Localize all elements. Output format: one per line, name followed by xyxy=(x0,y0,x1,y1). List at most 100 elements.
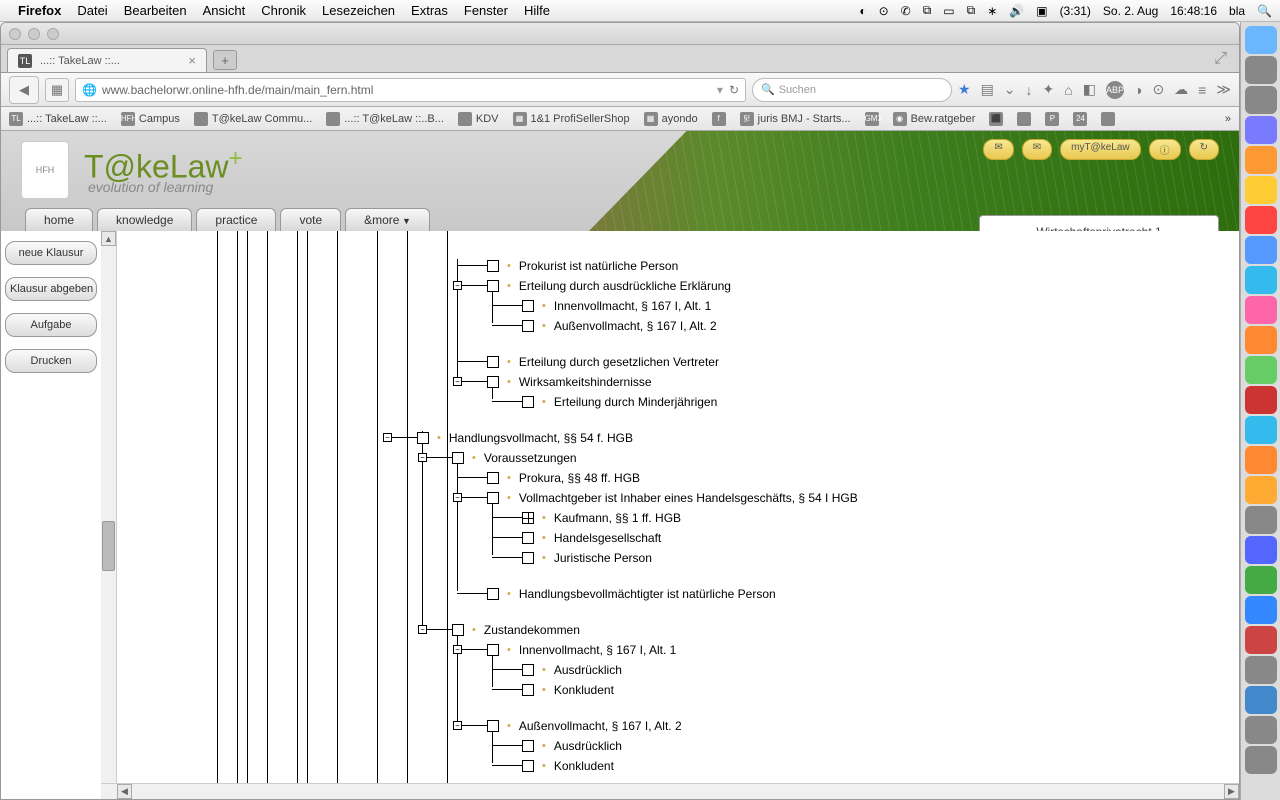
tree-node[interactable]: •Prokurist ist natürliche Person xyxy=(487,259,678,273)
dock-app-icon[interactable] xyxy=(1245,656,1277,684)
banner-button[interactable]: ⓘ xyxy=(1149,139,1181,160)
tree-node[interactable]: •Voraussetzungen xyxy=(452,451,577,465)
addon-icon[interactable]: ✦ xyxy=(1043,81,1055,98)
dock-app-icon[interactable] xyxy=(1245,266,1277,294)
menu-icon[interactable]: ≡ xyxy=(1198,82,1206,98)
home-icon[interactable]: ⌂ xyxy=(1064,82,1072,98)
bookmark-item[interactable]: ◉Bew.ratgeber xyxy=(893,112,976,126)
menu-extras[interactable]: Extras xyxy=(411,3,448,18)
scroll-thumb[interactable] xyxy=(102,521,115,571)
side-button[interactable]: Klausur abgeben xyxy=(5,277,97,301)
tree-node[interactable]: •Prokura, §§ 48 ff. HGB xyxy=(487,471,640,485)
time[interactable]: 16:48:16 xyxy=(1170,4,1217,18)
dock-app-icon[interactable] xyxy=(1245,596,1277,624)
bluetooth-icon[interactable]: ∗ xyxy=(987,4,997,18)
side-button[interactable]: neue Klausur xyxy=(5,241,97,265)
bookmark-item[interactable]: 24 xyxy=(1073,112,1087,126)
dock-app-icon[interactable] xyxy=(1245,26,1277,54)
restore-icon[interactable]: ⤢ xyxy=(1214,50,1227,68)
scroll-left-icon[interactable]: ◀ xyxy=(117,784,132,799)
tree-node[interactable]: •Erteilung durch Minderjährigen xyxy=(522,395,717,409)
tree-node[interactable]: •Kaufmann, §§ 1 ff. HGB xyxy=(522,511,681,525)
tree-expand-icon[interactable]: − xyxy=(453,377,462,386)
toolbar-icon[interactable]: ◑ xyxy=(1134,82,1142,98)
vertical-scrollbar[interactable]: ▲ ▼ xyxy=(101,231,117,799)
wifi-icon[interactable]: ⧉ xyxy=(923,3,932,18)
dock-app-icon[interactable] xyxy=(1245,326,1277,354)
status-icon[interactable]: ⧉ xyxy=(967,3,976,18)
banner-button[interactable]: ✉ xyxy=(1022,139,1052,160)
scroll-right-icon[interactable]: ▶ xyxy=(1224,784,1239,799)
tree-node[interactable]: •Konkludent xyxy=(522,759,614,773)
dock-app-icon[interactable] xyxy=(1245,236,1277,264)
bookmark-item[interactable]: T@keLaw Commu... xyxy=(194,112,312,126)
dock-app-icon[interactable] xyxy=(1245,146,1277,174)
dock-app-icon[interactable] xyxy=(1245,446,1277,474)
scroll-up-icon[interactable]: ▲ xyxy=(101,231,116,246)
dock-app-icon[interactable] xyxy=(1245,86,1277,114)
menu-chronik[interactable]: Chronik xyxy=(261,3,306,18)
bookmark-star-icon[interactable]: ★ xyxy=(958,81,971,98)
bookmark-item[interactable]: ...:: T@keLaw ::..B... xyxy=(326,112,444,126)
bookmark-item[interactable]: GMX xyxy=(865,112,879,126)
sidebar-button[interactable]: ▦ xyxy=(45,78,69,102)
bookmark-item[interactable]: ▦ayondo xyxy=(644,112,698,126)
display-icon[interactable]: ▭ xyxy=(943,4,954,18)
dock-app-icon[interactable] xyxy=(1245,536,1277,564)
dock-app-icon[interactable] xyxy=(1245,176,1277,204)
reload-icon[interactable]: ↻ xyxy=(729,83,739,97)
tree-node[interactable]: •Innenvollmacht, § 167 I, Alt. 1 xyxy=(487,643,676,657)
tab-close-icon[interactable]: × xyxy=(188,53,196,68)
volume-icon[interactable]: 🔊 xyxy=(1009,4,1024,18)
tree-node[interactable]: •Handelsgesellschaft xyxy=(522,531,661,545)
menu-bearbeiten[interactable]: Bearbeiten xyxy=(124,3,187,18)
back-button[interactable]: ◀ xyxy=(9,76,39,104)
bookmark-overflow-icon[interactable]: » xyxy=(1225,113,1231,125)
dock-app-icon[interactable] xyxy=(1245,356,1277,384)
tree-node[interactable]: •Ausdrücklich xyxy=(522,739,622,753)
tree-node[interactable]: •Zustandekommen xyxy=(452,623,580,637)
nav-tab-vote[interactable]: vote xyxy=(280,208,341,231)
bookmark-item[interactable]: ▦1&1 ProfiSellerShop xyxy=(513,112,630,126)
menu-ansicht[interactable]: Ansicht xyxy=(203,3,246,18)
nav-tab-home[interactable]: home xyxy=(25,208,93,231)
banner-button[interactable]: ✉ xyxy=(983,139,1013,160)
horizontal-scrollbar[interactable]: ◀ ▶ xyxy=(101,783,1239,799)
tree-node[interactable]: •Vollmachtgeber ist Inhaber eines Handel… xyxy=(487,491,858,505)
bookmark-item[interactable]: §!juris BMJ - Starts... xyxy=(740,112,851,126)
dock-app-icon[interactable] xyxy=(1245,56,1277,84)
battery-icon[interactable]: ▣ xyxy=(1036,4,1047,18)
tree-expand-icon[interactable]: − xyxy=(383,433,392,442)
toolbar-icon[interactable]: ☁ xyxy=(1174,81,1188,98)
browser-tab[interactable]: TL ...:: TakeLaw ::... × xyxy=(7,48,207,72)
bookmark-item[interactable]: TL...:: TakeLaw ::... xyxy=(9,112,107,126)
dock-app-icon[interactable] xyxy=(1245,506,1277,534)
side-button[interactable]: Drucken xyxy=(5,349,97,373)
dock-app-icon[interactable] xyxy=(1245,296,1277,324)
tree-node[interactable]: •Handlungsbevollmächtigter ist natürlich… xyxy=(487,587,776,601)
menu-hilfe[interactable]: Hilfe xyxy=(524,3,550,18)
new-tab-button[interactable]: + xyxy=(213,50,237,70)
bookmark-item[interactable]: HFHCampus xyxy=(121,112,180,126)
date[interactable]: So. 2. Aug xyxy=(1103,4,1158,18)
minimize-button[interactable] xyxy=(28,28,40,40)
banner-button[interactable]: ↻ xyxy=(1189,139,1219,160)
tree-node[interactable]: •Handlungsvollmacht, §§ 54 f. HGB xyxy=(417,431,633,445)
tree-expand-icon[interactable]: − xyxy=(453,645,462,654)
dock-app-icon[interactable] xyxy=(1245,116,1277,144)
dropdown-icon[interactable]: ▾ xyxy=(717,83,723,97)
tree-node[interactable]: •Erteilung durch ausdrückliche Erklärung xyxy=(487,279,731,293)
close-button[interactable] xyxy=(9,28,21,40)
tree-expand-icon[interactable]: − xyxy=(453,493,462,502)
tree-node[interactable]: •Ausdrücklich xyxy=(522,663,622,677)
toolbar-icon[interactable]: ◧ xyxy=(1083,81,1096,98)
tree-expand-icon[interactable]: − xyxy=(418,625,427,634)
tree-node[interactable]: •Juristische Person xyxy=(522,551,652,565)
banner-button[interactable]: myT@keLaw xyxy=(1060,139,1141,160)
tree-expand-icon[interactable]: − xyxy=(418,453,427,462)
menu-lesezeichen[interactable]: Lesezeichen xyxy=(322,3,395,18)
bookmark-item[interactable] xyxy=(1017,112,1031,126)
tree-node[interactable]: •Außenvollmacht, § 167 I, Alt. 2 xyxy=(487,719,682,733)
dock-app-icon[interactable] xyxy=(1245,746,1277,774)
nav-tab-more[interactable]: &more xyxy=(345,208,430,231)
